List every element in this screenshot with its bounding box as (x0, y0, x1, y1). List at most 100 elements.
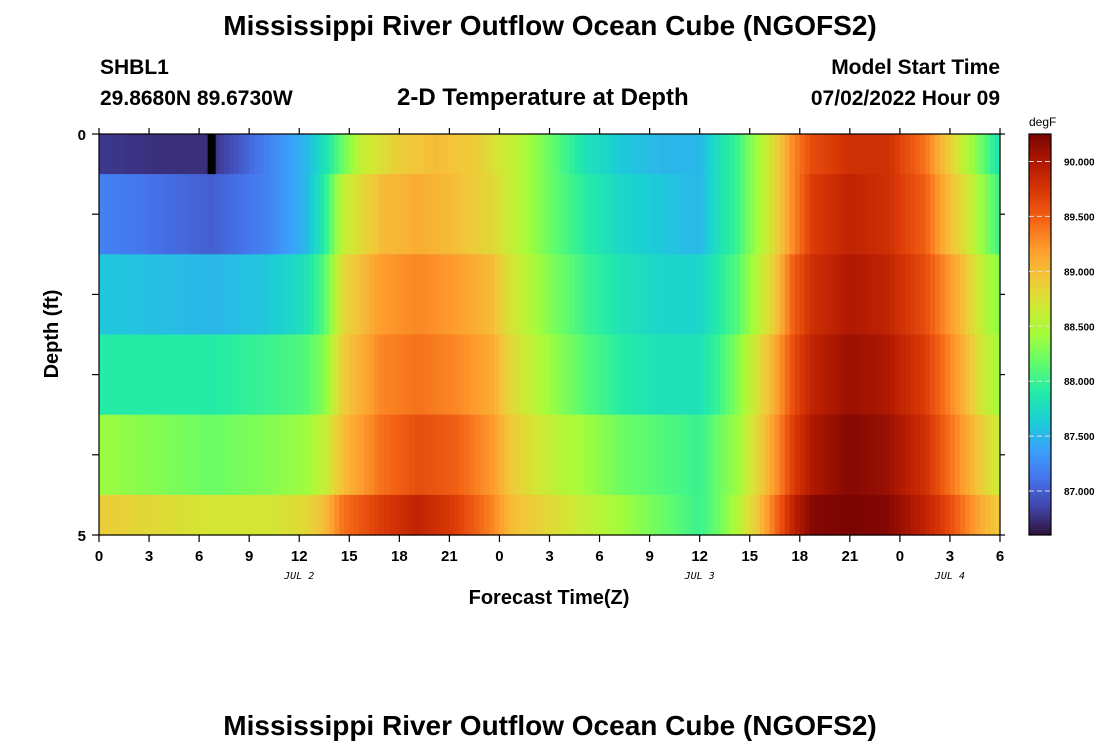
heatmap-cell (479, 414, 486, 496)
heatmap-cell (209, 494, 215, 536)
heatmap-cell (769, 334, 776, 416)
heatmap-cell (574, 134, 581, 175)
heatmap-cell (959, 254, 966, 336)
heatmap-cell (609, 254, 616, 336)
heatmap-cell (409, 334, 415, 416)
heatmap-cell (929, 254, 936, 336)
heatmap-cell (929, 134, 936, 175)
heatmap-cell (344, 174, 350, 255)
heatmap-cell (649, 254, 656, 336)
heatmap-cell (774, 134, 781, 175)
heatmap-cell (844, 134, 851, 175)
heatmap-cell (324, 254, 330, 336)
heatmap-cell (184, 494, 190, 536)
heatmap-cell (154, 174, 160, 255)
axis-ticks (92, 128, 1005, 542)
heatmap-cell (774, 414, 781, 496)
heatmap-cell (554, 414, 561, 496)
heatmap-cell (684, 254, 691, 336)
heatmap-cell (949, 494, 956, 536)
heatmap-cell (254, 494, 260, 536)
heatmap-cell (969, 174, 976, 255)
heatmap-cell (564, 334, 571, 416)
heatmap-cell (834, 254, 841, 336)
plot-title: Mississippi River Outflow Ocean Cube (NG… (223, 10, 877, 41)
heatmap-cell (294, 134, 300, 175)
heatmap-cell (709, 254, 716, 336)
heatmap-cell (309, 134, 315, 175)
heatmap-cell (304, 174, 310, 255)
y-tick-label: 5 (78, 528, 86, 545)
heatmap-cell (724, 174, 731, 255)
heatmap-cell (549, 254, 556, 336)
heatmap-cell (99, 414, 105, 496)
heatmap-cell (694, 334, 701, 416)
heatmap-cell (314, 254, 320, 336)
heatmap-cell (344, 134, 350, 175)
heatmap-cell (884, 134, 891, 175)
heatmap-cell (389, 494, 395, 536)
heatmap-cell (824, 334, 831, 416)
heatmap-cell (774, 334, 781, 416)
heatmap-cell (739, 334, 746, 416)
heatmap-cell (779, 254, 786, 336)
heatmap-cell (454, 494, 460, 536)
heatmap-cell (424, 414, 430, 496)
heatmap-cell (324, 414, 330, 496)
heatmap-cell (104, 174, 110, 255)
heatmap-cell (939, 254, 946, 336)
heatmap-cell (379, 414, 385, 496)
heatmap-cell (474, 134, 481, 175)
heatmap-cell (764, 134, 771, 175)
heatmap-cell (874, 134, 881, 175)
heatmap-cell (579, 414, 586, 496)
heatmap-cell (589, 414, 596, 496)
heatmap-cell (289, 254, 295, 336)
heatmap-cell (224, 334, 230, 416)
heatmap-cell (899, 174, 906, 255)
heatmap-cell (189, 254, 195, 336)
heatmap-cell (394, 254, 400, 336)
heatmap-cell (664, 334, 671, 416)
colorbar-tick-label: 89.000 (1064, 267, 1095, 278)
heatmap-cell (609, 334, 616, 416)
heatmap-cell (169, 174, 175, 255)
heatmap-cell (724, 494, 731, 536)
heatmap-cell (699, 494, 706, 536)
heatmap-cell (769, 494, 776, 536)
heatmap-cell (799, 134, 806, 175)
heatmap-cell (154, 494, 160, 536)
heatmap-cell (869, 134, 876, 175)
heatmap-cell (319, 414, 325, 496)
heatmap-cell (399, 134, 405, 175)
heatmap-cell (384, 174, 390, 255)
heatmap-cell (299, 334, 305, 416)
heatmap-cell (574, 174, 581, 255)
heatmap-cell (574, 414, 581, 496)
x-tick-label: 15 (741, 548, 758, 565)
heatmap-cell (129, 134, 135, 175)
heatmap-cell (554, 494, 561, 536)
heatmap-cell (979, 174, 986, 255)
heatmap-cell (934, 494, 941, 536)
heatmap-cell (709, 134, 716, 175)
heatmap-cell (959, 494, 966, 536)
heatmap-cell (284, 414, 290, 496)
heatmap-cell (124, 414, 130, 496)
heatmap-cell (834, 174, 841, 255)
heatmap-cell (199, 334, 205, 416)
heatmap-cell (709, 414, 716, 496)
heatmap-cell (399, 414, 405, 496)
heatmap-cell (704, 134, 711, 175)
heatmap-cell (459, 134, 466, 175)
heatmap-cell (834, 414, 841, 496)
heatmap-cell (539, 414, 546, 496)
heatmap-cell (764, 414, 771, 496)
heatmap-cell (264, 414, 270, 496)
heatmap-cell (939, 494, 946, 536)
heatmap-cell (214, 494, 220, 536)
heatmap-cell (624, 334, 631, 416)
heatmap-cell (709, 494, 716, 536)
heatmap-cell (749, 414, 756, 496)
heatmap-cell (634, 494, 641, 536)
